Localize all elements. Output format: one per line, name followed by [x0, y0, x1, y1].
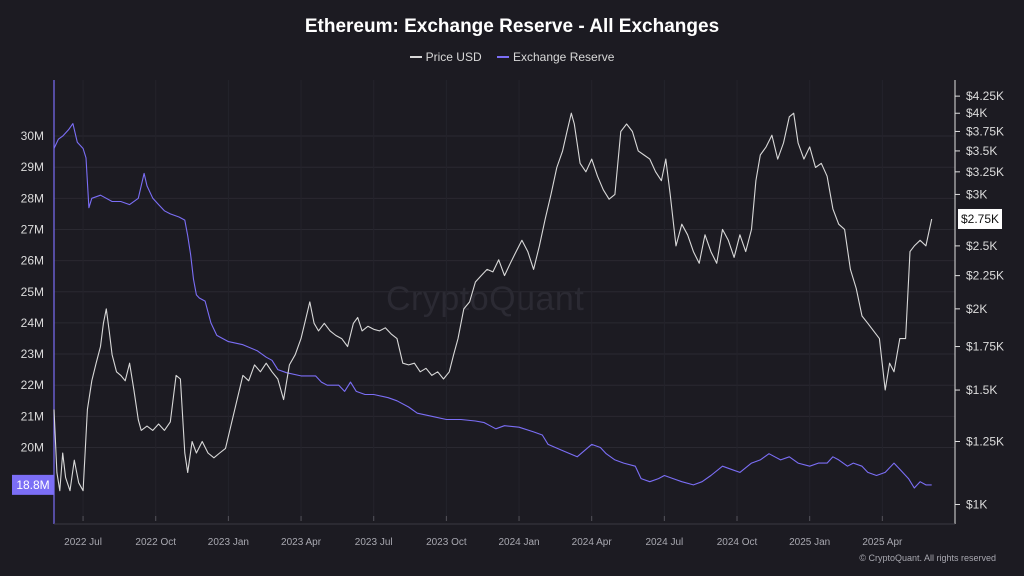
x-tick-label: 2023 Jul [355, 537, 393, 548]
axes [53, 80, 960, 525]
x-tick-label: 2023 Jan [208, 537, 249, 548]
right-current-badge [958, 208, 1002, 229]
legend-label-price: Price USD [425, 50, 482, 64]
legend-item-reserve[interactable]: Exchange Reserve [496, 50, 615, 64]
left-current-value: 18.8M [16, 478, 49, 492]
left-tick-label: 23M [21, 347, 44, 361]
copyright-notice: © CryptoQuant. All rights reserved [859, 553, 996, 563]
left-tick-label: 27M [21, 222, 44, 236]
legend-item-price[interactable]: Price USD [409, 50, 482, 64]
x-tick-label: 2024 Jul [645, 537, 683, 548]
right-tick-label: $3.5K [966, 144, 997, 158]
x-tick-label: 2024 Oct [717, 537, 758, 548]
axis-labels: 30M 29M 28M 27M 26M 25M 24M 23M 22M 21M 20M 2022 Ju… [12, 89, 1004, 548]
right-tick-label: $1.75K [966, 340, 1004, 354]
right-tick-label: $4.25K [966, 89, 1004, 103]
series-lines [53, 112, 933, 492]
right-tick-label: $1.5K [966, 383, 997, 397]
right-tick-label: $2K [966, 302, 987, 316]
left-tick-label: 25M [21, 285, 44, 299]
legend-swatch-reserve [496, 55, 509, 58]
x-tick-label: 2022 Oct [135, 537, 176, 548]
legend-swatch-price [409, 55, 422, 58]
chart-title: Ethereum: Exchange Reserve - All Exchang… [304, 16, 720, 37]
right-tick-label: $4K [966, 106, 987, 120]
left-tick-label: 24M [21, 316, 44, 330]
legend: Price USD Exchange Reserve [0, 50, 1024, 64]
price-usd-line [53, 112, 933, 492]
legend-label-reserve: Exchange Reserve [512, 50, 615, 64]
x-tick-label: 2024 Apr [572, 537, 613, 548]
left-tick-label: 26M [21, 254, 44, 268]
right-tick-label: $1.25K [966, 435, 1004, 449]
left-tick-label: 29M [21, 160, 44, 174]
left-tick-label: 21M [21, 409, 44, 423]
grid-lines [54, 80, 955, 516]
left-tick-label: 20M [21, 440, 44, 454]
exchange-reserve-line [53, 123, 932, 489]
right-tick-label: $3.75K [966, 124, 1004, 138]
x-tick-label: 2024 Jan [498, 537, 539, 548]
x-tick-label: 2023 Apr [281, 537, 322, 548]
x-tick-label: 2022 Jul [64, 537, 102, 548]
x-tick-label: 2025 Apr [862, 537, 903, 548]
left-tick-label: 22M [21, 378, 44, 392]
left-tick-label: 28M [21, 191, 44, 205]
right-tick-label: $3.25K [966, 165, 1004, 179]
right-current-value: $2.75K [961, 212, 999, 226]
right-tick-label: $2.5K [966, 239, 997, 253]
left-current-badge [12, 474, 54, 495]
right-tick-label: $3K [966, 187, 987, 201]
right-tick-label: $2.25K [966, 269, 1004, 283]
left-tick-label: 30M [21, 129, 44, 143]
x-tick-label: 2023 Oct [426, 537, 467, 548]
watermark-text: CryptoQuant [386, 280, 585, 318]
right-tick-label: $1K [966, 497, 987, 511]
x-tick-label: 2025 Jan [789, 537, 830, 548]
